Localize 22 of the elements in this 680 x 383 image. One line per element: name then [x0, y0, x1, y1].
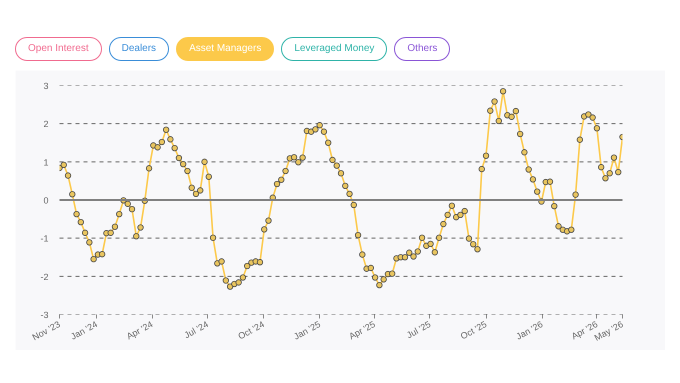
text: Asset Managers	[176, 37, 274, 62]
x-tick-label: Jul '25	[404, 319, 432, 340]
y-tick-label: -1	[40, 234, 49, 244]
x-tick-label: Oct '25	[458, 319, 488, 342]
text: Dealers	[108, 37, 170, 62]
x-tick-label: Jan '26	[514, 319, 544, 342]
y-tick-label: 2	[43, 119, 49, 130]
x-tick-label: Jul '24	[182, 319, 210, 340]
y-tick-label: 3	[43, 81, 49, 91]
x-tick-label: Jan '25	[292, 319, 322, 342]
x-tick-label: Apr '25	[347, 319, 377, 342]
y-tick-label: 0	[43, 196, 49, 206]
y-tick-label: -2	[40, 272, 49, 282]
x-tick-label: Nov '23	[30, 319, 62, 342]
x-tick-label: Oct '24	[236, 319, 266, 342]
y-tick-label: -3	[40, 310, 49, 320]
x-tick-label: Apr '24	[124, 319, 155, 342]
y-tick-label: 1	[43, 157, 49, 168]
text: Open Interest	[15, 37, 102, 62]
text: Others	[394, 37, 450, 62]
text: Leveraged Money	[281, 37, 388, 62]
x-tick-label: Jan '24	[69, 319, 100, 342]
